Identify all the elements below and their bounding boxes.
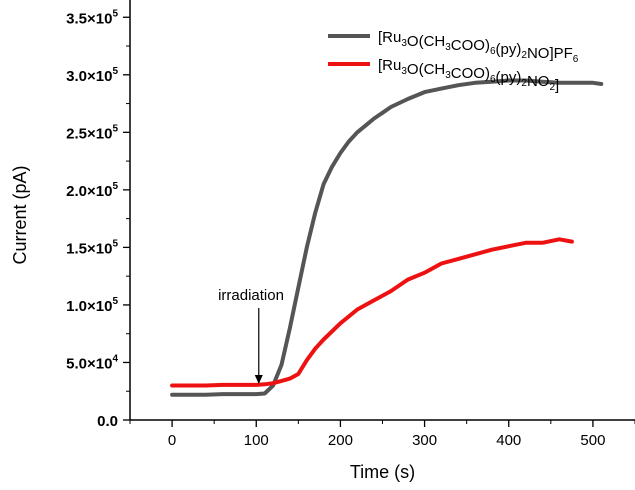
y-tick-label: 1.0×105 (66, 296, 118, 315)
y-tick-label: 3.5×105 (66, 8, 118, 27)
annotation: irradiation (218, 287, 284, 384)
irradiation-label: irradiation (218, 287, 284, 304)
x-tick-label: 400 (496, 432, 521, 449)
y-tick-label: 5.0×104 (66, 353, 118, 372)
legend: [Ru3O(CH3COO)6(py)2NO]PF6[Ru3O(CH3COO)6(… (328, 29, 579, 94)
x-tick-label: 200 (328, 432, 353, 449)
irradiation-arrow-head (254, 375, 263, 384)
axis-layer: 0 100 200 300 400 500 0.0 5.0×104 1.0×105 1.5×105… (10, 8, 635, 482)
y-axis-title: Current (pA) (10, 165, 30, 264)
y-tick-label: 0.0 (97, 413, 118, 430)
x-tick-label: 0 (168, 432, 176, 449)
x-axis-title: Time (s) (350, 462, 415, 482)
x-tick-label: 500 (580, 432, 605, 449)
y-tick-label: 3.0×105 (66, 66, 118, 85)
y-tick-label: 1.5×105 (66, 238, 118, 257)
series-line-1 (170, 78, 604, 397)
x-tick-label: 100 (244, 432, 269, 449)
y-tick-label: 2.5×105 (66, 123, 118, 142)
legend-label-2: [Ru3O(CH3COO)6(py)2NO2] (378, 57, 559, 94)
series-line-2 (170, 237, 574, 388)
y-tick-label: 2.0×105 (66, 181, 118, 200)
series-layer (170, 78, 604, 397)
legend-label-1: [Ru3O(CH3COO)6(py)2NO]PF6 (378, 29, 579, 65)
x-tick-label: 300 (412, 432, 437, 449)
